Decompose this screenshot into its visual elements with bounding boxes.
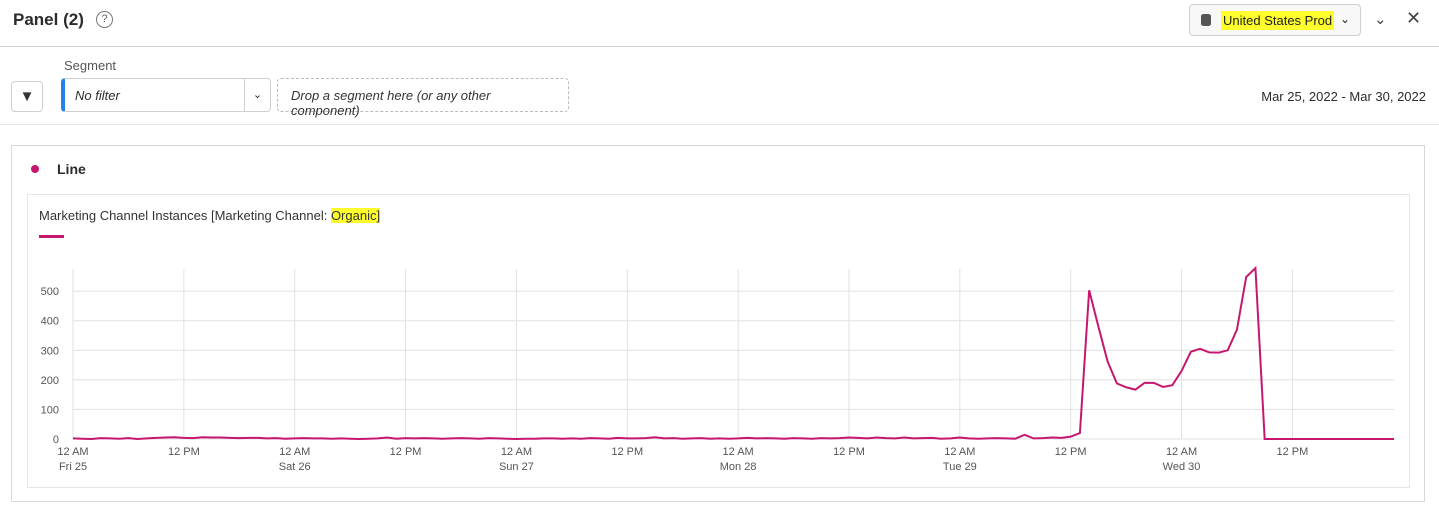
help-icon[interactable]: ? [96, 11, 113, 28]
series-line [72, 265, 1394, 441]
x-tick-label: 12 AM [57, 446, 88, 458]
line-chart: 0 100 200 300 400 500 12 AM Fri 25 12 PM 12 AM Sat… [41, 265, 1394, 473]
legend-metric-highlight: Organic] [330, 208, 381, 223]
date-range[interactable]: Mar 25, 2022 - Mar 30, 2022 [1261, 89, 1426, 104]
x-tick-label: 12 PM [833, 446, 865, 458]
x-tick-label: 12 PM [1276, 446, 1308, 458]
legend-swatch [39, 235, 64, 238]
chevron-down-icon: ⌄ [1340, 12, 1351, 26]
legend-metric: Marketing Channel Instances [Marketing C… [39, 208, 381, 223]
filter-add-icon: ▼ [19, 88, 35, 105]
panel-header: Panel (2) ? United States Prod ⌄ ⌄ ✕ [0, 0, 1439, 47]
report-suite-label: United States Prod [1221, 11, 1335, 30]
x-tick-label: 12 PM [611, 446, 643, 458]
x-tick-label: 12 PM [390, 446, 422, 458]
chevron-down-icon[interactable]: ⌄ [244, 79, 270, 111]
y-tick-label: 500 [41, 286, 59, 298]
x-tick-label: 12 AM [279, 446, 310, 458]
x-tick-label: 12 PM [168, 446, 200, 458]
visualization-title[interactable]: Line [57, 161, 86, 177]
x-tick-sublabel: Wed 30 [1163, 461, 1201, 473]
collapse-panel-icon[interactable]: ⌄ [1374, 11, 1387, 28]
segment-value: No filter [75, 88, 120, 103]
segment-dropdown[interactable]: No filter ⌄ [61, 78, 271, 112]
panel-title: Panel (2) [13, 10, 84, 29]
segment-label: Segment [64, 58, 117, 73]
chart-container: Marketing Channel Instances [Marketing C… [27, 194, 1410, 488]
y-tick-label: 400 [41, 316, 59, 328]
segment-drop-zone[interactable]: Drop a segment here (or any other compon… [277, 78, 569, 118]
legend-metric-text: Marketing Channel Instances [Marketing C… [39, 208, 331, 223]
x-tick-label: 12 PM [1055, 446, 1087, 458]
y-tick-label: 0 [53, 434, 59, 446]
x-tick-sublabel: Fri 25 [59, 461, 87, 473]
x-tick-label: 12 AM [1166, 446, 1197, 458]
database-icon [1201, 14, 1211, 26]
status-dot-icon [31, 165, 39, 173]
close-icon[interactable]: ✕ [1406, 8, 1422, 28]
x-tick-label: 12 AM [723, 446, 754, 458]
line-visualization: Line Marketing Channel Instances [Market… [11, 145, 1425, 502]
x-tick-sublabel: Tue 29 [943, 461, 977, 473]
y-tick-label: 300 [41, 345, 59, 357]
x-tick-sublabel: Sat 26 [279, 461, 311, 473]
segment-row: ▼ Segment No filter ⌄ Drop a segment her… [0, 47, 1439, 125]
x-tick-sublabel: Mon 28 [720, 461, 757, 473]
x-tick-sublabel: Sun 27 [499, 461, 534, 473]
x-tick-label: 12 AM [501, 446, 532, 458]
add-filter-button[interactable]: ▼ [11, 81, 43, 112]
y-tick-label: 200 [41, 375, 59, 387]
y-tick-label: 100 [41, 404, 59, 416]
report-suite-selector[interactable]: United States Prod ⌄ [1189, 4, 1361, 36]
x-tick-label: 12 AM [944, 446, 975, 458]
